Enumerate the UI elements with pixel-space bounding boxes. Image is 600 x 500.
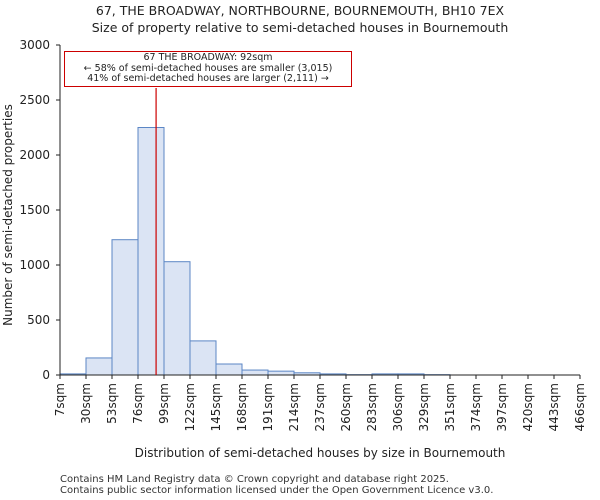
- x-tick-label-191sqm: 191sqm: [261, 383, 275, 431]
- annotation-line-3: 41% of semi-detached houses are larger (…: [87, 73, 329, 84]
- y-axis-title: Number of semi-detached properties: [1, 104, 15, 326]
- bar-122sqm: [189, 340, 217, 376]
- footer-line-1: Contains HM Land Registry data © Crown c…: [60, 474, 449, 485]
- x-axis-title: Distribution of semi-detached houses by …: [135, 446, 506, 460]
- marker-annotation-box: 67 THE BROADWAY: 92sqm ← 58% of semi-det…: [64, 51, 352, 87]
- chart-title-address: 67, THE BROADWAY, NORTHBOURNE, BOURNEMOU…: [95, 3, 505, 18]
- x-tick-label-283sqm: 283sqm: [365, 383, 379, 431]
- bar-168sqm: [241, 369, 269, 376]
- y-tick-label-1500: 1500: [19, 203, 50, 217]
- x-tick-label-466sqm: 466sqm: [573, 383, 587, 431]
- bar-53sqm: [111, 239, 139, 376]
- x-tick-label-76sqm: 76sqm: [131, 383, 145, 424]
- x-tick-label-306sqm: 306sqm: [391, 383, 405, 431]
- x-tick-label-122sqm: 122sqm: [183, 383, 197, 431]
- x-tick-label-168sqm: 168sqm: [235, 383, 249, 431]
- x-tick-label-351sqm: 351sqm: [443, 383, 457, 431]
- bar-30sqm: [85, 357, 113, 376]
- x-tick-label-443sqm: 443sqm: [547, 383, 561, 431]
- y-tick-label-2500: 2500: [19, 93, 50, 107]
- y-tick-label-0: 0: [42, 368, 50, 382]
- bar-99sqm: [163, 261, 191, 376]
- y-tick-label-2000: 2000: [19, 148, 50, 162]
- y-tick-label-1000: 1000: [19, 258, 50, 272]
- footer-line-2: Contains public sector information licen…: [60, 485, 494, 496]
- chart-subtitle: Size of property relative to semi-detach…: [91, 20, 509, 35]
- annotation-line-1: 67 THE BROADWAY: 92sqm: [143, 52, 273, 63]
- x-tick-label-420sqm: 420sqm: [521, 383, 535, 431]
- x-tick-label-374sqm: 374sqm: [469, 383, 483, 431]
- x-tick-label-329sqm: 329sqm: [417, 383, 431, 431]
- x-tick-label-260sqm: 260sqm: [339, 383, 353, 431]
- x-tick-label-30sqm: 30sqm: [79, 383, 93, 424]
- x-tick-label-237sqm: 237sqm: [313, 383, 327, 431]
- bar-76sqm: [137, 127, 165, 376]
- x-tick-label-99sqm: 99sqm: [157, 383, 171, 424]
- y-tick-label-3000: 3000: [19, 38, 50, 52]
- annotation-line-2: ← 58% of semi-detached houses are smalle…: [83, 62, 333, 74]
- bar-145sqm: [215, 363, 243, 376]
- y-tick-label-500: 500: [27, 313, 50, 327]
- x-tick-label-7sqm: 7sqm: [53, 383, 67, 416]
- x-tick-label-397sqm: 397sqm: [495, 383, 509, 431]
- bar-191sqm: [267, 370, 295, 376]
- x-tick-label-53sqm: 53sqm: [105, 383, 119, 424]
- x-tick-label-214sqm: 214sqm: [287, 383, 301, 431]
- x-tick-label-145sqm: 145sqm: [209, 383, 223, 431]
